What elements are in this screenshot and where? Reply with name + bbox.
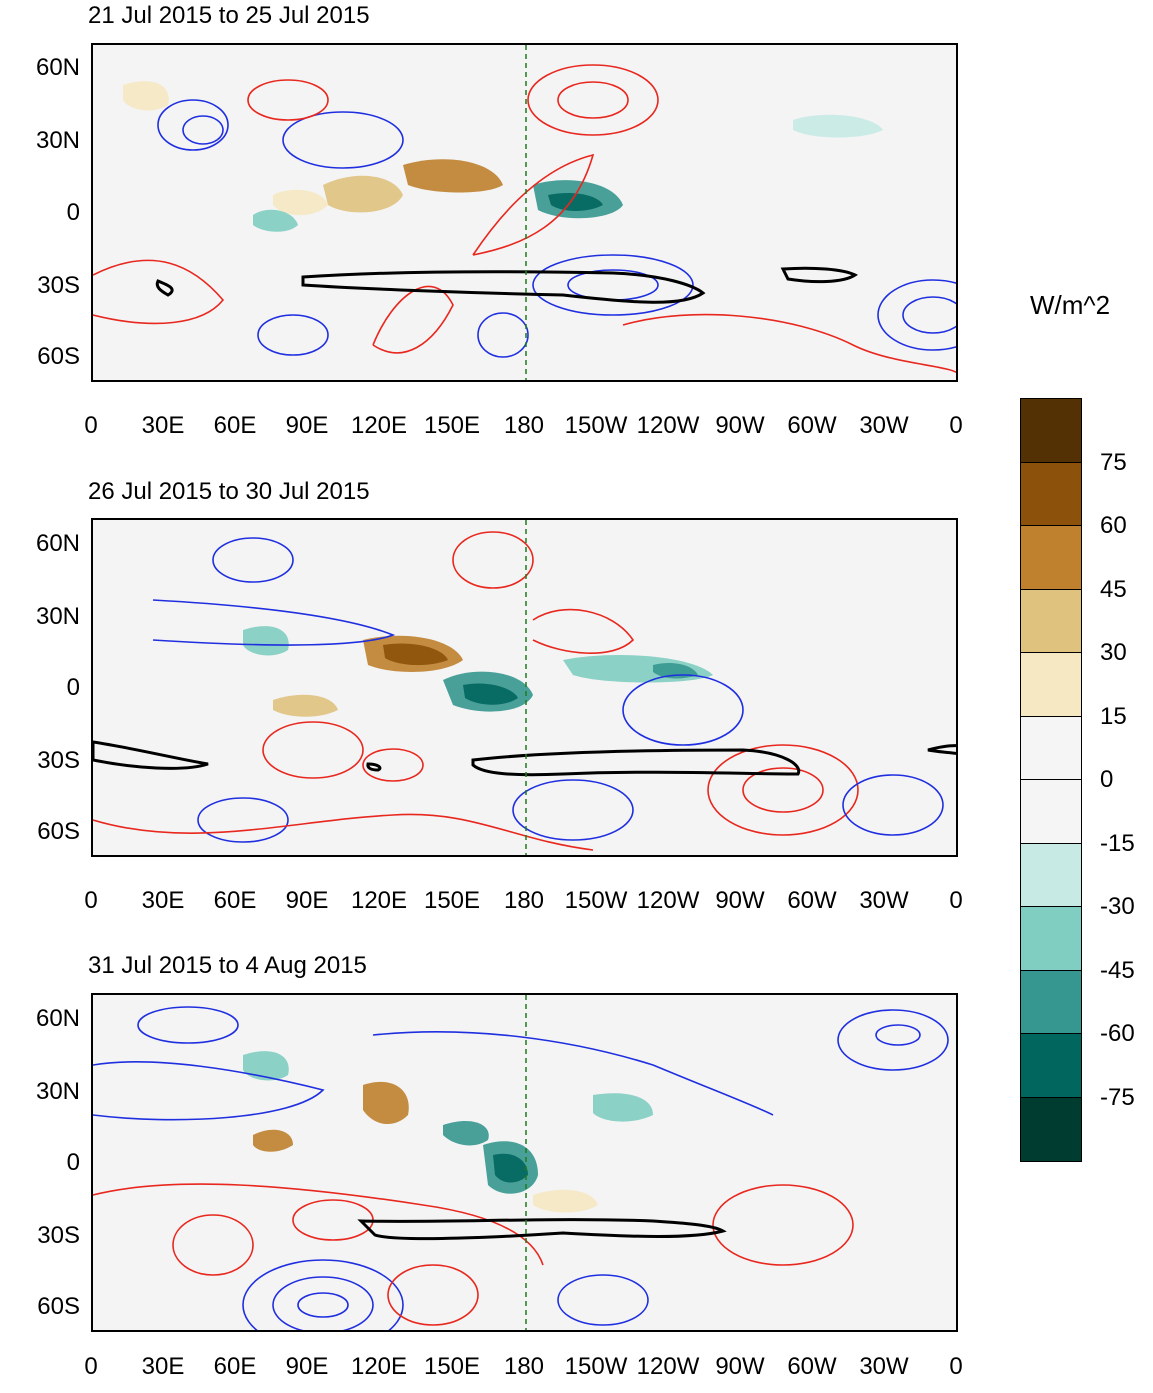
lon-label: 0: [949, 887, 963, 914]
lon-label: 120W: [636, 887, 700, 914]
contours: [93, 64, 956, 374]
lon-label: 30E: [141, 1353, 185, 1380]
colorbar-tick-label: 75: [1100, 449, 1127, 476]
lon-label: 120W: [636, 1353, 700, 1380]
lon-label: 60W: [787, 1353, 837, 1380]
colorbar-tick-label: 0: [1100, 766, 1114, 793]
lat-label: 0: [66, 1149, 80, 1176]
map-panel-1: [91, 43, 958, 382]
lon-label: 60W: [787, 887, 837, 914]
colorbar: [1020, 398, 1082, 1162]
lat-label: 30S: [37, 747, 80, 774]
map-panel-2-graphics: [93, 520, 956, 855]
colorbar-swatch: [1021, 1097, 1081, 1161]
colorbar-swatch: [1021, 907, 1081, 971]
lon-label: 150W: [564, 1353, 628, 1380]
map-panel-3-graphics: [93, 995, 949, 1330]
lon-label: 60E: [213, 412, 257, 439]
lon-label: 0: [949, 1353, 963, 1380]
lon-label: 0: [84, 1353, 98, 1380]
lat-label: 60N: [35, 54, 80, 81]
lon-label: 120E: [350, 412, 408, 439]
colorbar-tick-label: 60: [1100, 512, 1127, 539]
lat-label: 0: [66, 674, 80, 701]
colorbar-swatch: [1021, 399, 1081, 463]
lat-label: 60S: [37, 343, 80, 370]
colorbar-swatch: [1021, 462, 1081, 526]
colorbar-tick-label: 30: [1100, 639, 1127, 666]
lon-label: 30W: [859, 1353, 909, 1380]
colorbar-tick-label: -60: [1100, 1020, 1135, 1047]
lon-label: 90W: [715, 887, 765, 914]
colorbar-swatch: [1021, 970, 1081, 1034]
colorbar-swatch: [1021, 653, 1081, 717]
lat-label: 30S: [37, 272, 80, 299]
lon-label: 30W: [859, 887, 909, 914]
contours: [93, 531, 944, 851]
colorbar-unit-label: W/m^2: [1030, 290, 1111, 320]
lat-label: 30N: [35, 1078, 80, 1105]
map-panel-2: [91, 518, 958, 857]
colorbar-swatch: [1021, 716, 1081, 780]
lat-label: 60S: [37, 818, 80, 845]
lon-label: 60E: [213, 887, 257, 914]
lon-label: 30W: [859, 412, 909, 439]
lon-label: 150W: [564, 412, 628, 439]
lon-label: 120E: [350, 887, 408, 914]
lon-label: 150E: [423, 887, 481, 914]
lon-label: 60W: [787, 412, 837, 439]
lat-label: 60N: [35, 1005, 80, 1032]
olr-anomaly-shading: [243, 626, 713, 717]
lon-label: 90W: [715, 1353, 765, 1380]
lon-label: 120W: [636, 412, 700, 439]
olr-anomaly-shading: [243, 1051, 653, 1213]
lon-label: 120E: [350, 1353, 408, 1380]
lon-label: 0: [84, 412, 98, 439]
lat-label: 30N: [35, 603, 80, 630]
lon-label: 90E: [285, 1353, 329, 1380]
colorbar-swatch: [1021, 526, 1081, 590]
colorbar-tick-label: -75: [1100, 1084, 1135, 1111]
map-panel-3: [91, 993, 958, 1332]
lon-label: 180: [503, 887, 545, 914]
panel-3-title: 31 Jul 2015 to 4 Aug 2015: [88, 952, 367, 979]
colorbar-swatch: [1021, 589, 1081, 653]
highlight-contours: [155, 266, 858, 304]
olr-anomaly-shading: [123, 81, 883, 232]
map-panel-1-graphics: [93, 45, 956, 380]
lon-label: 60E: [213, 1353, 257, 1380]
lat-label: 60N: [35, 530, 80, 557]
lon-label: 180: [503, 412, 545, 439]
colorbar-swatch: [1021, 843, 1081, 907]
colorbar-swatch: [1021, 780, 1081, 844]
lon-label: 180: [503, 1353, 545, 1380]
lat-label: 30N: [35, 127, 80, 154]
lon-label: 30E: [141, 887, 185, 914]
lat-label: 0: [66, 199, 80, 226]
colorbar-tick-label: 15: [1100, 703, 1127, 730]
lon-label: 150E: [423, 412, 481, 439]
lon-label: 90W: [715, 412, 765, 439]
colorbar-tick-label: -15: [1100, 830, 1135, 857]
highlight-contours: [357, 1218, 727, 1241]
panel-2-title: 26 Jul 2015 to 30 Jul 2015: [88, 478, 370, 505]
lon-label: 150W: [564, 887, 628, 914]
lon-label: 150E: [423, 1353, 481, 1380]
colorbar-tick-label: -45: [1100, 957, 1135, 984]
lon-label: 0: [84, 887, 98, 914]
highlight-contours: [93, 740, 956, 777]
lon-label: 90E: [285, 412, 329, 439]
lat-label: 60S: [37, 1293, 80, 1320]
lon-label: 90E: [285, 887, 329, 914]
lon-label: 0: [949, 412, 963, 439]
panel-1-title: 21 Jul 2015 to 25 Jul 2015: [88, 2, 370, 29]
lon-label: 30E: [141, 412, 185, 439]
colorbar-tick-label: -30: [1100, 893, 1135, 920]
colorbar-tick-label: 45: [1100, 576, 1127, 603]
colorbar-swatch: [1021, 1034, 1081, 1098]
lat-label: 30S: [37, 1222, 80, 1249]
